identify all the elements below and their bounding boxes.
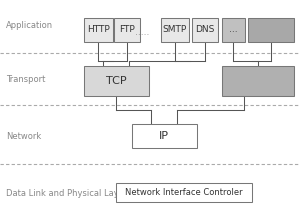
Bar [160,18,189,42]
Text: DNS: DNS [195,25,214,34]
Bar [114,18,140,42]
Bar [222,18,244,42]
Text: .....: ..... [135,28,150,37]
Bar [222,66,294,96]
Text: Data Link and Physical Layer: Data Link and Physical Layer [6,189,127,198]
Bar [132,124,196,148]
Text: Network Interface Controler: Network Interface Controler [125,188,243,197]
Text: SMTP: SMTP [163,25,187,34]
Bar [248,18,294,42]
Text: Network: Network [6,132,41,141]
Text: FTP: FTP [119,25,135,34]
Bar [84,66,148,96]
Text: ...: ... [229,25,238,34]
Bar [192,18,218,42]
Bar [84,18,112,42]
Text: Application: Application [6,21,53,30]
Text: IP: IP [159,131,169,141]
Bar [116,183,252,202]
Text: HTTP: HTTP [87,25,110,34]
Text: TCP: TCP [106,76,127,86]
Text: Transport: Transport [6,75,45,84]
